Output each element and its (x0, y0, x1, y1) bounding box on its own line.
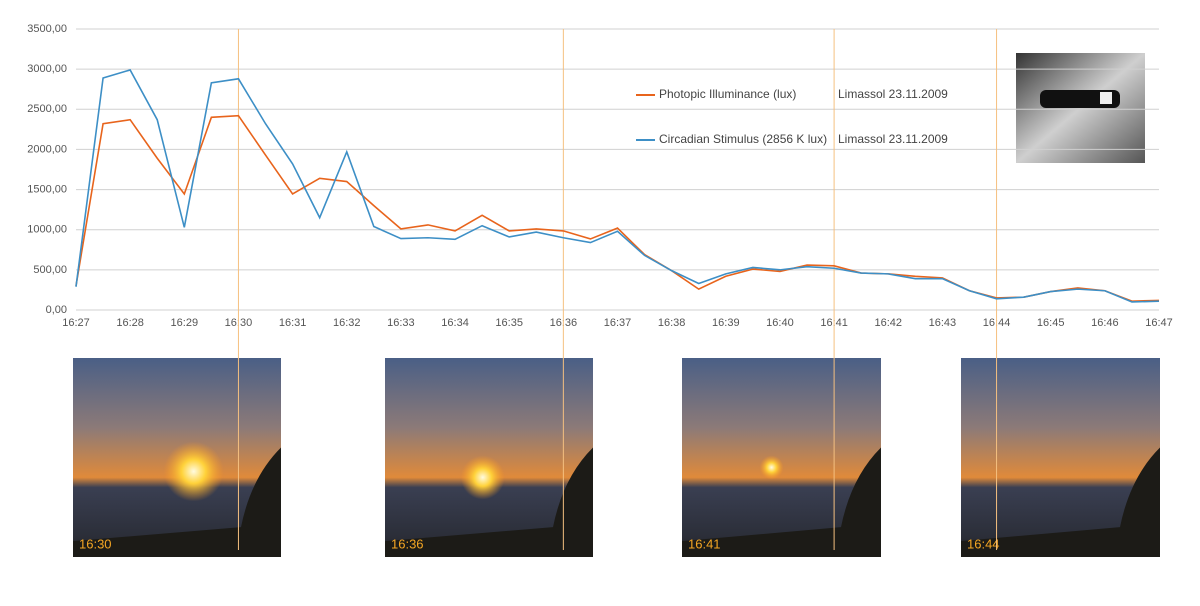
x-tick-label: 16:46 (1091, 317, 1119, 329)
photo-label: 16:30 (79, 536, 112, 551)
cliff (682, 447, 881, 557)
x-tick-label: 16:33 (387, 317, 415, 329)
x-tick-label: 16:29 (171, 317, 199, 329)
x-tick-label: 16:39 (712, 317, 740, 329)
legend-label: Circadian Stimulus (2856 K lux) (659, 132, 827, 146)
y-tick-label: 3500,00 (27, 23, 67, 35)
x-tick-label: 16:42 (874, 317, 902, 329)
series-line (75, 68, 1160, 303)
cliff (73, 447, 281, 557)
y-tick-label: 2000,00 (27, 143, 67, 155)
sun (759, 455, 784, 480)
sun (460, 455, 505, 500)
x-tick-label: 16:34 (441, 317, 469, 329)
photo: 16:44 (961, 358, 1160, 557)
photo-label: 16:44 (967, 536, 1000, 551)
cliff (961, 447, 1160, 557)
y-tick-label: 3000,00 (27, 63, 67, 75)
x-tick-label: 16:45 (1037, 317, 1065, 329)
legend-note: Limassol 23.11.2009 (838, 132, 948, 146)
x-tick-label: 16:31 (279, 317, 307, 329)
x-tick-label: 16:35 (495, 317, 523, 329)
legend-label: Photopic Illuminance (lux) (659, 87, 796, 101)
portrait-inset (1016, 53, 1145, 163)
cliff (385, 447, 593, 557)
photo: 16:30 (73, 358, 281, 557)
x-tick-label: 16:27 (62, 317, 90, 329)
x-tick-label: 16:43 (929, 317, 957, 329)
x-tick-label: 16:47 (1145, 317, 1173, 329)
legend-note: Limassol 23.11.2009 (838, 87, 948, 101)
x-tick-label: 16:37 (604, 317, 632, 329)
sun (163, 441, 224, 502)
x-tick-label: 16:38 (658, 317, 686, 329)
x-tick-label: 16:32 (333, 317, 361, 329)
photo: 16:41 (682, 358, 881, 557)
y-tick-label: 0,00 (46, 304, 67, 316)
y-tick-label: 500,00 (33, 264, 67, 276)
photo-label: 16:36 (391, 536, 424, 551)
y-tick-label: 2500,00 (27, 103, 67, 115)
x-tick-label: 16:40 (766, 317, 794, 329)
photo-label: 16:41 (688, 536, 721, 551)
y-tick-label: 1000,00 (27, 224, 67, 236)
photo: 16:36 (385, 358, 593, 557)
y-tick-label: 1500,00 (27, 183, 67, 195)
x-tick-label: 16:28 (116, 317, 144, 329)
